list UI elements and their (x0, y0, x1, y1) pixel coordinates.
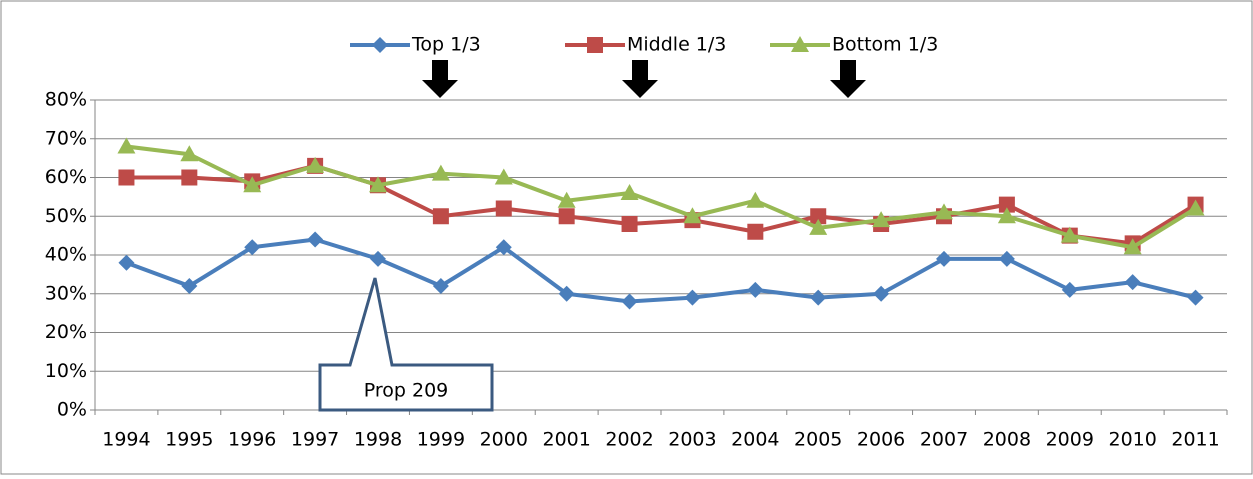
marker (998, 250, 1015, 267)
y-tick-label: 30% (45, 282, 87, 304)
y-tick-label: 70% (45, 127, 87, 149)
x-tick-label: 2005 (794, 429, 842, 451)
legend-label: Top 1/3 (411, 34, 481, 56)
x-tick-label: 1997 (291, 429, 339, 451)
arrow (830, 60, 866, 98)
marker (935, 203, 953, 220)
y-tick-label: 80% (45, 89, 87, 111)
marker (1186, 199, 1205, 216)
marker (1060, 226, 1079, 243)
marker (118, 254, 135, 271)
series-line (126, 144, 1197, 250)
marker (432, 208, 449, 225)
marker (244, 239, 261, 256)
x-tick-label: 2000 (480, 429, 528, 451)
x-tick-label: 1999 (417, 429, 465, 451)
marker (372, 37, 388, 53)
marker (495, 239, 512, 256)
x-tick-label: 2006 (857, 429, 905, 451)
marker (809, 218, 828, 235)
callout (318, 277, 494, 412)
marker (998, 196, 1015, 213)
marker (117, 137, 136, 154)
marker (181, 278, 198, 294)
x-tick-label: 2003 (668, 429, 716, 451)
marker (872, 211, 891, 228)
x-tick-label: 2002 (605, 429, 653, 451)
marker (1124, 274, 1141, 291)
marker (1061, 281, 1078, 298)
marker (1123, 238, 1142, 255)
marker (306, 156, 325, 173)
marker (746, 191, 765, 208)
marker (558, 208, 575, 225)
y-tick-label: 0% (57, 399, 87, 421)
marker (873, 285, 890, 302)
x-tick-label: 1995 (165, 429, 213, 451)
marker (620, 184, 639, 200)
x-tick-label: 2008 (983, 429, 1031, 451)
x-tick-label: 1998 (354, 429, 402, 451)
marker (180, 145, 199, 162)
marker (810, 289, 827, 306)
arrow (422, 60, 458, 98)
marker (747, 223, 764, 240)
marker (684, 289, 701, 306)
y-tick-label: 50% (45, 205, 87, 227)
marker (791, 36, 809, 52)
y-tick-label: 10% (45, 360, 87, 382)
x-tick-label: 2009 (1046, 429, 1094, 451)
marker (431, 164, 450, 181)
marker (1187, 289, 1204, 306)
marker (621, 293, 638, 310)
arrows (422, 60, 866, 98)
marker (997, 207, 1016, 224)
x-tick-label: 1996 (228, 429, 276, 451)
marker (558, 285, 575, 302)
legend-label: Bottom 1/3 (832, 34, 938, 56)
annotation: Prop 209 (364, 380, 449, 402)
marker (307, 231, 324, 248)
marker (369, 176, 387, 193)
marker (621, 216, 638, 232)
arrow (622, 60, 658, 98)
x-tick-label: 1994 (102, 429, 150, 451)
x-tick-label: 2007 (920, 429, 968, 451)
legend-label: Middle 1/3 (627, 34, 726, 56)
x-tick-label: 2004 (731, 429, 779, 451)
marker (432, 278, 449, 294)
marker (370, 250, 386, 267)
marker (683, 207, 702, 224)
y-tick-label: 20% (45, 321, 87, 343)
marker (587, 37, 603, 53)
marker (747, 281, 764, 298)
marker (557, 191, 576, 208)
marker (495, 200, 512, 217)
marker (936, 250, 952, 267)
marker (181, 169, 198, 186)
x-tick-label: 2001 (542, 429, 590, 451)
x-tick-label: 2010 (1108, 429, 1156, 451)
marker (810, 208, 827, 225)
y-tick-label: 40% (45, 244, 87, 266)
series-line (125, 237, 1197, 304)
marker (118, 169, 135, 186)
marker (494, 168, 513, 185)
marker (243, 176, 262, 193)
y-tick-label: 60% (45, 166, 87, 188)
x-tick-label: 2011 (1171, 429, 1219, 451)
